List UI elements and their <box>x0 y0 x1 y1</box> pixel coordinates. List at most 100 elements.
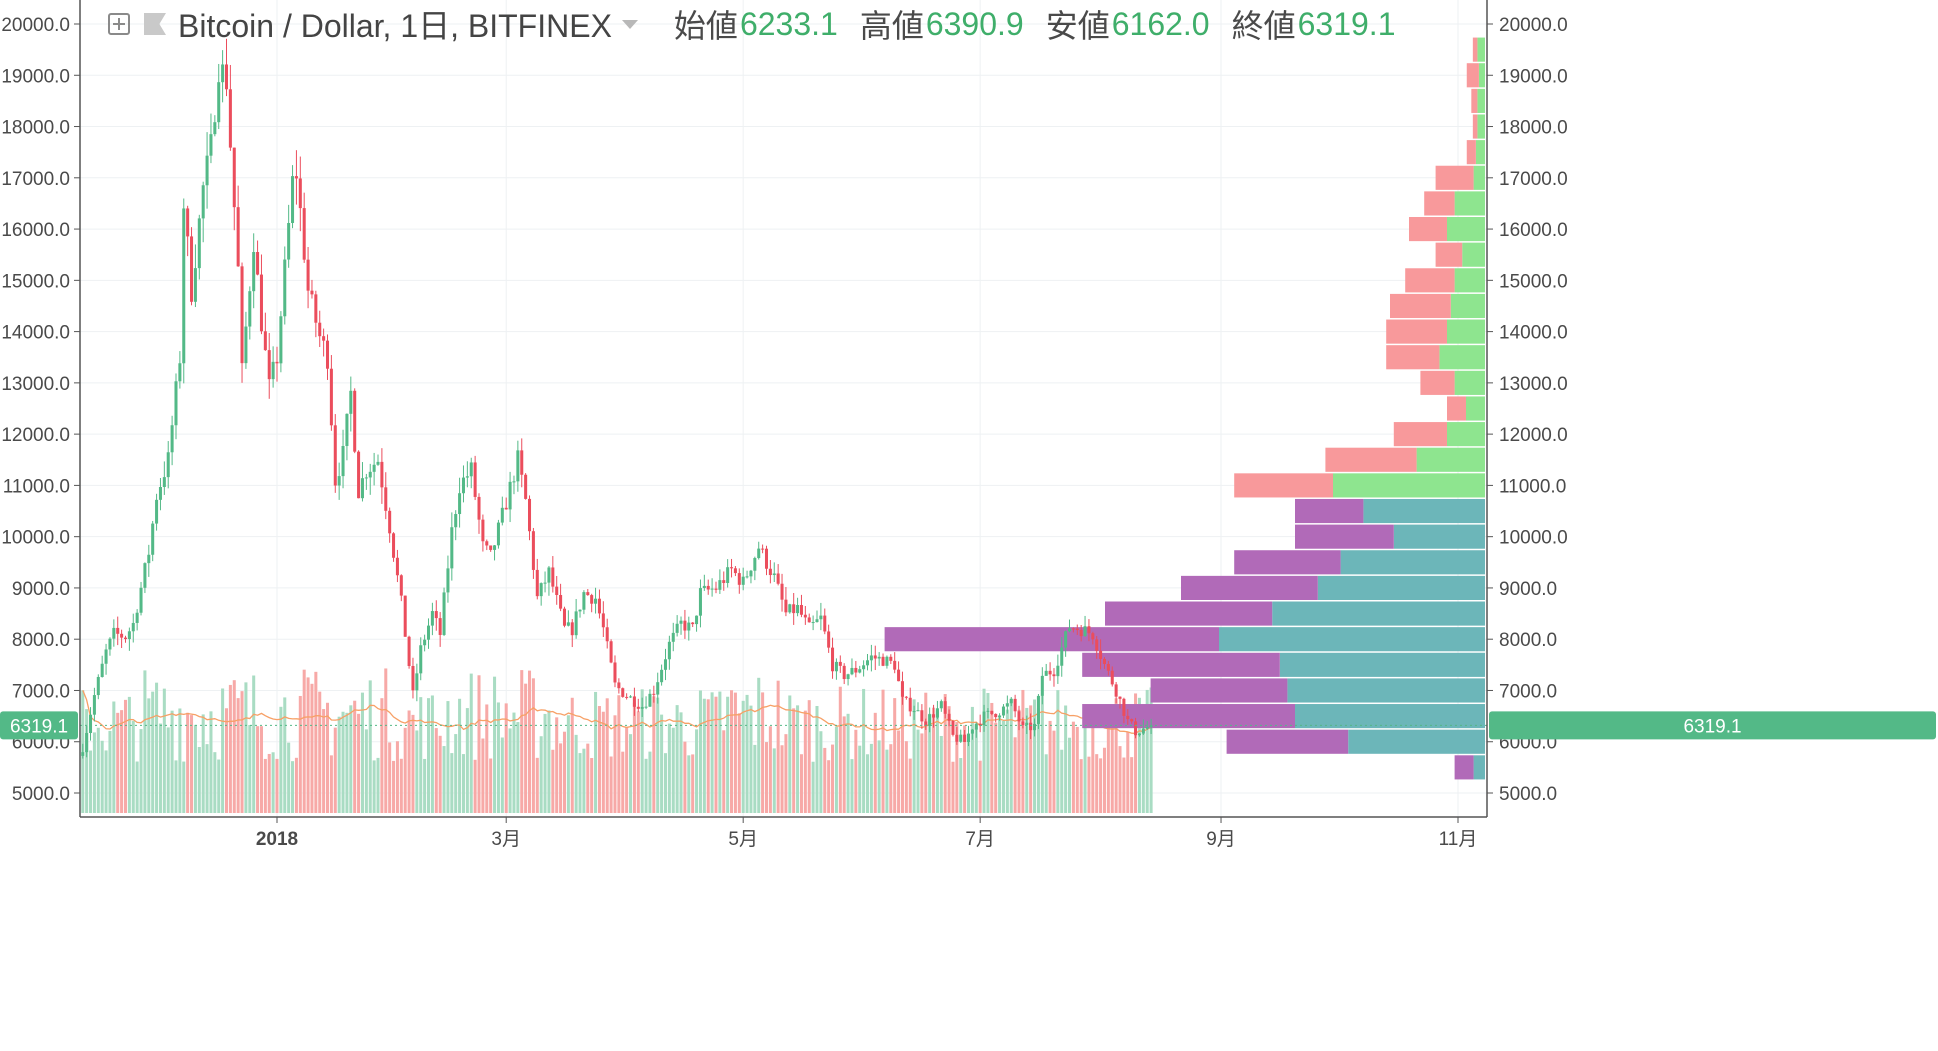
candle-body <box>780 583 784 600</box>
candle-body <box>92 695 96 715</box>
volume-bar <box>675 705 679 813</box>
candle-body <box>279 316 283 364</box>
candle-body <box>162 477 166 488</box>
candle-body <box>710 588 714 590</box>
candle-body <box>477 496 481 520</box>
candle-body <box>496 522 500 546</box>
price-label-left: 18000.0 <box>1 118 70 139</box>
flag-icon[interactable] <box>144 13 166 35</box>
candle-body <box>244 326 248 364</box>
price-label-right: 5000.0 <box>1499 784 1557 805</box>
volume-bar <box>267 753 271 813</box>
volume-bar <box>155 682 159 813</box>
volume-bar <box>123 699 128 813</box>
volume-bar <box>885 749 889 813</box>
candle-body <box>632 696 636 707</box>
profile-bar-down <box>1082 704 1295 729</box>
volume-bar <box>970 706 974 813</box>
volume-bar <box>939 735 943 813</box>
volume-bar <box>862 688 866 813</box>
profile-bar-down <box>1393 422 1447 447</box>
volume-bar <box>764 742 769 813</box>
candle-body <box>1060 647 1064 666</box>
profile-bar-up <box>1447 217 1485 242</box>
candle-body <box>986 710 990 712</box>
candle-body <box>267 350 271 380</box>
volume-bar <box>360 692 364 813</box>
candle-body <box>500 507 504 523</box>
profile-bar-down <box>1234 550 1341 575</box>
volume-bar <box>780 745 784 813</box>
volume-bar <box>660 714 664 813</box>
profile-bar-up <box>1462 242 1485 267</box>
candle-body <box>446 568 450 593</box>
volume-bar <box>481 738 485 813</box>
candle-body <box>547 567 551 583</box>
candle-body <box>586 592 590 596</box>
volume-bar <box>730 690 734 813</box>
volume-bar <box>314 671 318 813</box>
candle-body <box>147 554 151 564</box>
symbol-title[interactable]: Bitcoin / Dollar, 1日, BITFINEX <box>178 8 612 44</box>
candle-body <box>380 461 384 488</box>
volume-bar <box>539 736 543 813</box>
profile-bar-up <box>1477 114 1485 139</box>
volume-bar <box>986 692 990 813</box>
volume-bar <box>792 708 796 813</box>
price-label-left: 20000.0 <box>1 15 70 36</box>
price-label-left: 5000.0 <box>12 784 70 805</box>
candle-body <box>81 752 85 756</box>
candle-body <box>438 618 442 635</box>
volume-bar <box>384 668 388 813</box>
volume-bar <box>271 752 275 813</box>
volume-bar <box>201 714 205 813</box>
volume-bar <box>807 700 811 813</box>
volume-bar <box>376 757 380 813</box>
volume-bar <box>1021 689 1025 813</box>
candle-body <box>1083 626 1087 637</box>
volume-bar <box>434 728 438 813</box>
volume-bar <box>1033 699 1037 813</box>
candle-body <box>426 625 431 640</box>
candle-body <box>325 340 330 369</box>
volume-bar <box>112 701 116 813</box>
candle-body <box>601 613 605 628</box>
volume-bar <box>551 749 555 813</box>
volume-bar <box>640 689 644 813</box>
volume-bar <box>691 754 695 813</box>
volume-bar <box>248 724 252 813</box>
candle-body <box>1005 703 1009 707</box>
candle-body <box>531 531 535 570</box>
volume-bar <box>621 751 625 813</box>
profile-bar-down <box>1424 191 1455 216</box>
candle-body <box>900 681 904 697</box>
candle-body <box>850 667 854 675</box>
candle-body <box>990 710 994 714</box>
profile-bar-up <box>1447 422 1485 447</box>
volume-bar <box>656 697 660 813</box>
volume-bar <box>236 698 240 813</box>
candle-body <box>904 696 908 698</box>
expand-icon[interactable] <box>108 13 130 35</box>
profile-bar-down <box>1082 652 1280 677</box>
profile-bar-down <box>1447 396 1466 421</box>
candle-body <box>1071 628 1075 630</box>
candle-body <box>287 223 291 260</box>
candle-body <box>465 476 469 478</box>
volume-bar <box>1067 737 1072 813</box>
last-price-label: 6319.1 <box>1683 716 1741 737</box>
candle-body <box>916 710 920 712</box>
caret-down-icon[interactable] <box>621 19 638 29</box>
volume-bar <box>182 761 186 813</box>
volume-bar <box>446 701 450 813</box>
volume-bar <box>116 712 120 813</box>
volume-bar <box>263 758 267 813</box>
profile-bar-up <box>1272 601 1485 626</box>
volume-bar <box>1060 749 1064 813</box>
volume-bar <box>932 707 936 813</box>
volume-bar <box>959 758 963 813</box>
candle-body <box>318 322 322 337</box>
price-label-left: 13000.0 <box>1 374 70 395</box>
